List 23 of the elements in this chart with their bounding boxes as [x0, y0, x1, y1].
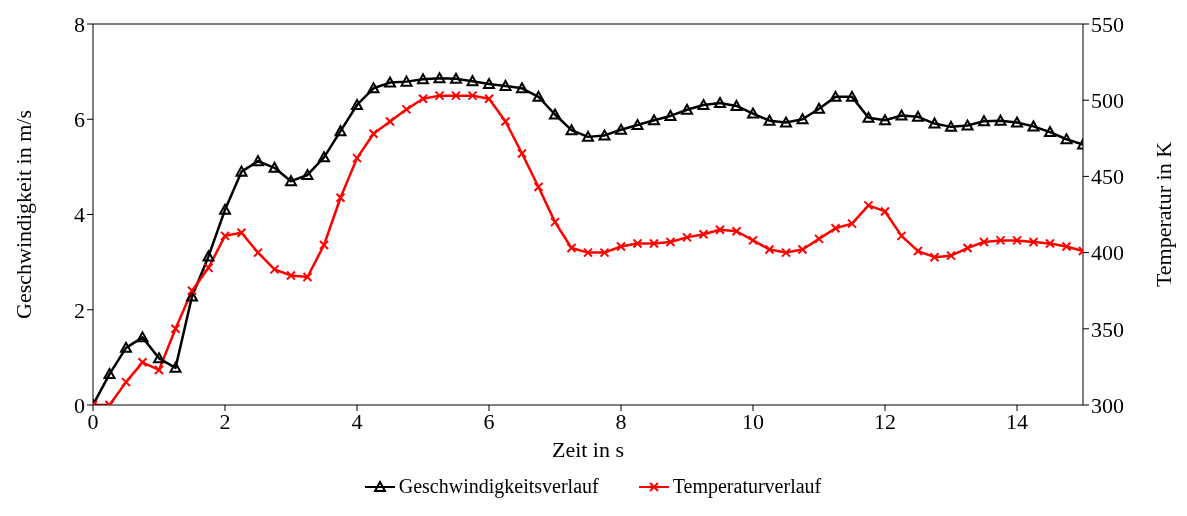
legend-label: Temperaturverlauf [672, 475, 822, 498]
x-tick-label: 4 [351, 408, 363, 434]
y-tick-label: 0 [74, 392, 85, 418]
y-tick-label: 4 [74, 202, 85, 228]
y2-axis-title: Temperatur in K [1150, 141, 1176, 288]
y-tick-label: 2 [74, 297, 85, 323]
x-tick-label: 8 [615, 408, 627, 434]
y2-tick-label: 350 [1091, 316, 1124, 342]
legend-label: Geschwindigkeitsverlauf [398, 475, 599, 498]
x-tick-label: 2 [219, 408, 231, 434]
x-tick-label: 14 [1006, 408, 1028, 434]
x-tick-label: 12 [874, 408, 896, 434]
x-axis-title: Zeit in s [551, 437, 625, 462]
x-tick-label: 6 [483, 408, 495, 434]
y2-tick-label: 550 [1091, 11, 1124, 37]
y2-tick-label: 450 [1091, 164, 1124, 190]
y2-tick-label: 300 [1091, 392, 1124, 418]
x-tick-label: 10 [742, 408, 764, 434]
y-axis-title: Geschwindigkeit in m/s [10, 110, 36, 319]
y-tick-label: 6 [74, 107, 85, 133]
y-tick-label: 8 [74, 11, 85, 37]
y2-tick-label: 500 [1091, 88, 1124, 114]
y2-tick-label: 400 [1091, 240, 1124, 266]
